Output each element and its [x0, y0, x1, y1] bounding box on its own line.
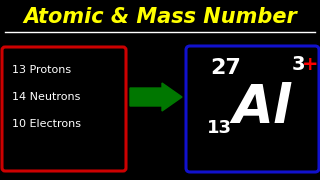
FancyArrow shape — [130, 83, 182, 111]
Text: 3: 3 — [292, 55, 306, 73]
FancyBboxPatch shape — [186, 46, 319, 172]
Text: 14 Neutrons: 14 Neutrons — [12, 92, 80, 102]
Text: Atomic & Mass Number: Atomic & Mass Number — [23, 7, 297, 27]
FancyBboxPatch shape — [2, 47, 126, 171]
Text: 13 Protons: 13 Protons — [12, 65, 71, 75]
Text: +: + — [302, 55, 318, 73]
Text: 10 Electrons: 10 Electrons — [12, 119, 81, 129]
Text: 27: 27 — [210, 58, 241, 78]
Text: Al: Al — [233, 82, 292, 134]
Text: 13: 13 — [207, 119, 232, 137]
